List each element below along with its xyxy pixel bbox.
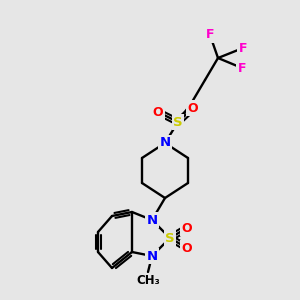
Text: O: O [153, 106, 163, 118]
Text: N: N [146, 214, 158, 226]
Text: S: S [173, 116, 183, 128]
Text: F: F [239, 41, 247, 55]
Text: O: O [188, 101, 198, 115]
Text: F: F [206, 28, 214, 41]
Text: CH₃: CH₃ [136, 274, 160, 287]
Text: N: N [146, 250, 158, 262]
Text: S: S [165, 232, 175, 244]
Text: N: N [159, 136, 171, 149]
Text: F: F [238, 61, 246, 74]
Text: O: O [182, 242, 192, 254]
Text: O: O [182, 221, 192, 235]
